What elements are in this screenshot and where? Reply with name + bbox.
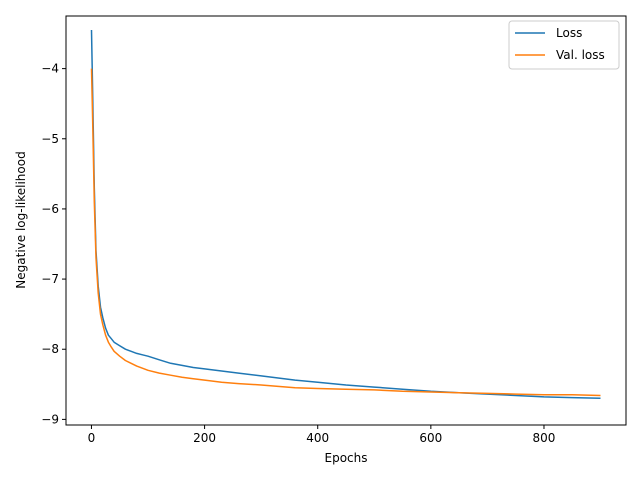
x-tick-label: 0: [88, 431, 96, 445]
x-tick-label: 600: [419, 431, 442, 445]
x-axis-ticks: 0 200 400 600 800: [88, 425, 556, 445]
series-layer: [90, 29, 601, 400]
y-tick-label: −5: [41, 132, 59, 146]
y-axis-ticks: −9 −8 −7 −6 −5 −4: [41, 62, 66, 426]
x-tick-label: 800: [533, 431, 556, 445]
y-axis-label: Negative log-likelihood: [14, 151, 28, 288]
y-tick-label: −7: [41, 272, 59, 286]
x-tick-label: 400: [306, 431, 329, 445]
y-tick-label: −4: [41, 62, 59, 76]
legend: Loss Val. loss: [508, 20, 620, 70]
legend-label-loss: Loss: [556, 26, 582, 40]
x-tick-label: 200: [193, 431, 216, 445]
legend-label-val-loss: Val. loss: [556, 48, 605, 62]
y-tick-label: −8: [41, 342, 59, 356]
plot-frame: [65, 15, 627, 426]
y-tick-label: −9: [41, 412, 59, 426]
y-tick-label: −6: [41, 202, 59, 216]
series-line-loss: [90, 29, 601, 400]
x-axis-label: Epochs: [325, 451, 368, 465]
series-line-val-loss: [90, 68, 601, 397]
